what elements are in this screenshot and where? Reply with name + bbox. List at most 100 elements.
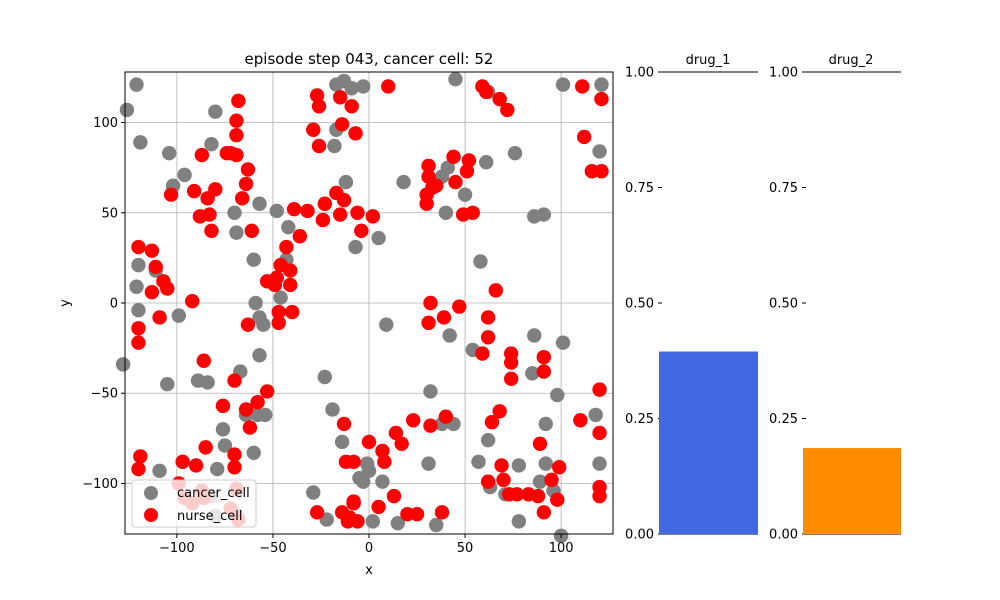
nurse-cell-point <box>131 321 146 336</box>
drug-1-ticks: 0.00 0.25 0.50 0.75 1.00 <box>625 66 662 543</box>
cancer-cell-point <box>396 174 411 190</box>
nurse-cell-point <box>503 355 519 370</box>
nurse-cell-point <box>532 436 548 451</box>
cancer-cell-point <box>379 317 394 332</box>
cancer-cell-point <box>371 230 386 246</box>
cancer-cell-point <box>507 146 523 161</box>
nurse-cell-point <box>131 239 146 255</box>
nurse-cell-point <box>336 192 352 208</box>
nurse-cell-point <box>229 113 244 128</box>
nurse-cell-point <box>500 102 515 118</box>
nurse-cell-point <box>394 436 409 451</box>
bar-y-tick-label: 0.00 <box>769 528 798 543</box>
cancer-cell-point <box>555 77 571 92</box>
cancer-cell-point <box>421 456 436 471</box>
cancer-cell-point <box>525 366 540 381</box>
cancer-cell-point <box>338 174 354 190</box>
nurse-cell-point <box>436 310 452 325</box>
cancer-cell-point <box>555 335 571 350</box>
nurse-cell-point <box>592 488 607 504</box>
nurse-cell-point <box>283 263 298 278</box>
nurse-cell-point <box>238 176 254 192</box>
bar-y-tick-label: 0.00 <box>625 528 654 543</box>
nurse-cell-point <box>484 414 500 430</box>
cancer-cell-point <box>536 207 552 222</box>
x-tick-label: −100 <box>159 541 195 556</box>
nurse-cell-point <box>300 203 315 219</box>
nurse-cell-point <box>283 277 298 293</box>
nurse-cell-point <box>238 402 254 417</box>
cancer-cell-point <box>317 369 333 385</box>
cancer-cell-point <box>390 515 406 531</box>
y-tick-label: 0 <box>110 297 118 312</box>
nurse-cell-point <box>592 382 607 397</box>
nurse-cell-point <box>438 409 454 424</box>
nurse-cell-point <box>446 149 461 165</box>
nurse-cell-point <box>148 259 163 275</box>
drug-1-bar-chart: drug_1 0.00 0.25 0.50 0.75 1.00 <box>625 53 758 543</box>
cancer-cell-point <box>592 144 607 159</box>
nurse-cell-point <box>227 373 242 388</box>
nurse-cell-point <box>509 487 525 502</box>
nurse-cell-point <box>480 330 496 345</box>
cancer-cell-point <box>592 456 607 471</box>
drug-2-bar-chart: drug_2 0.00 0.25 0.50 0.75 1.00 <box>769 53 901 543</box>
cancer-cell-point <box>215 422 231 437</box>
nurse-cell-point <box>240 162 256 177</box>
nurse-cell-point <box>348 126 363 141</box>
scatter-title: episode step 043, cancer cell: 52 <box>245 50 494 68</box>
nurse-cell-point <box>244 223 260 239</box>
cancer-cell-point <box>471 454 486 470</box>
nurse-cell-point <box>306 122 321 137</box>
nurse-cell-point <box>492 91 507 107</box>
cancer-cell-point <box>129 77 144 92</box>
nurse-cell-point <box>194 147 210 163</box>
nurse-cell-point <box>279 239 294 255</box>
nurse-cell-point <box>478 84 494 100</box>
cancer-cell-point <box>258 407 273 423</box>
legend: cancer_cell nurse_cell <box>131 479 257 528</box>
nurse-cell-point <box>594 91 609 107</box>
drug-2-title: drug_2 <box>829 53 874 68</box>
cancer-cell-point <box>457 187 473 202</box>
nurse-cell-point <box>271 315 286 331</box>
cancer-cell-point <box>361 463 377 479</box>
nurse-cell-point <box>309 88 325 103</box>
bar-y-tick-label: 0.25 <box>625 412 654 427</box>
nurse-cell-point <box>227 447 242 462</box>
nurse-cell-point <box>375 443 390 459</box>
cancer-cell-point <box>131 303 146 318</box>
cancer-cell-point <box>281 220 296 235</box>
bar-y-tick-label: 0.25 <box>769 412 798 427</box>
bar-y-tick-label: 0.50 <box>625 297 654 312</box>
cancer-cell-point <box>334 434 350 450</box>
nurse-cell-point <box>131 335 146 350</box>
nurse-cell-point <box>309 505 325 520</box>
nurse-cell-point <box>492 404 507 419</box>
nurse-cell-point <box>315 212 331 228</box>
nurse-cell-point <box>409 506 425 522</box>
cancer-cell-point <box>152 463 167 479</box>
nurse-cell-point <box>388 425 404 441</box>
nurse-cell-point <box>204 223 219 239</box>
nurse-cell-point <box>346 494 361 509</box>
nurse-cell-point <box>465 205 480 220</box>
cancer-cell-point <box>246 445 261 460</box>
nurse-cell-point <box>163 187 179 202</box>
y-tick-label: 50 <box>101 206 118 221</box>
cancer-cell-point <box>204 136 219 152</box>
nurse-cell-point <box>405 413 421 428</box>
nurse-cell-point <box>229 147 244 163</box>
nurse-cell-point <box>377 454 392 470</box>
nurse-cell-point <box>231 93 246 109</box>
y-tick-label: 100 <box>93 116 118 131</box>
legend-box <box>131 479 257 528</box>
x-axis-label: x <box>365 563 373 578</box>
nurse-cell-point <box>429 178 444 193</box>
nurse-cell-point <box>208 182 223 197</box>
x-tick-label: 0 <box>365 541 373 556</box>
nurse-cell-point <box>503 371 519 386</box>
bar-y-tick-label: 0.75 <box>625 181 654 196</box>
cancer-cell-point <box>217 438 233 453</box>
legend-marker-nurse-cell <box>144 508 158 522</box>
